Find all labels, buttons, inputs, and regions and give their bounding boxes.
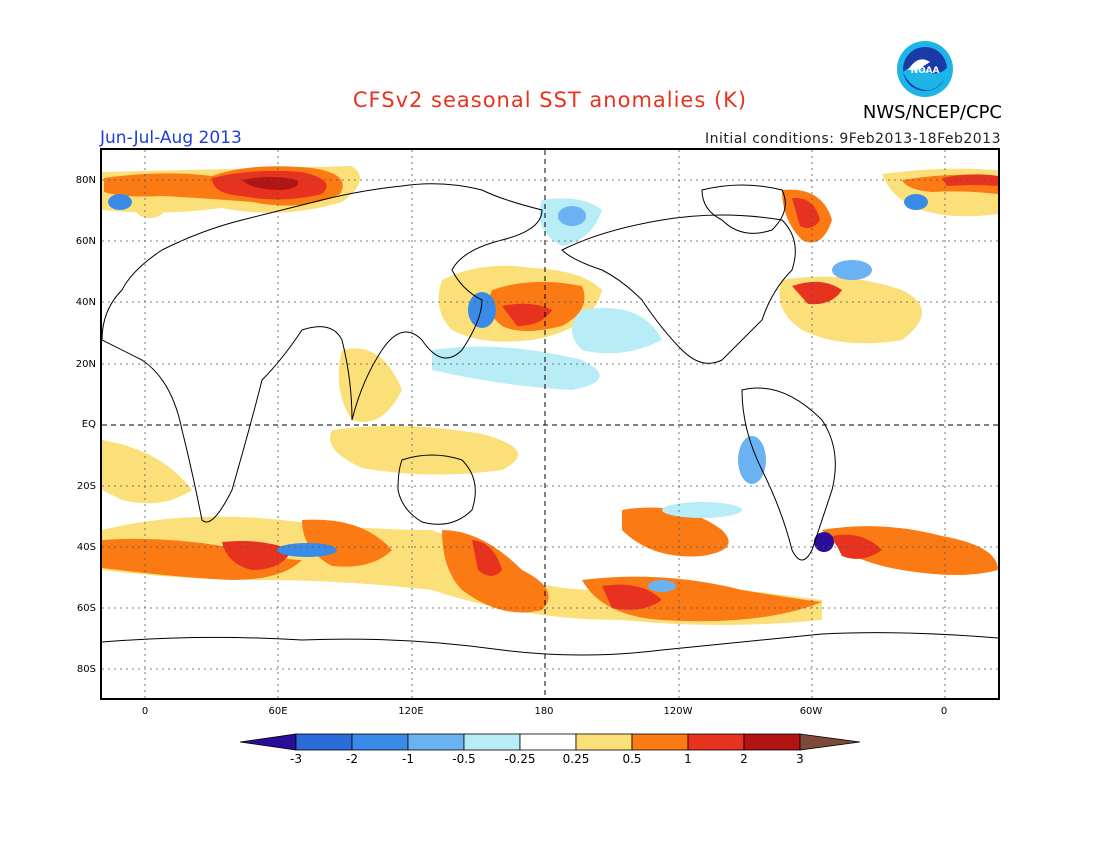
colorbar-swatch-0 <box>240 733 297 751</box>
colorbar-swatch-1 <box>295 733 353 751</box>
equator-dateline <box>102 150 998 698</box>
lon-label-180: 180 <box>534 706 554 717</box>
colorbar-label-3: 3 <box>796 752 804 766</box>
colorbar-label-neg0-25: -0.25 <box>504 752 536 766</box>
lat-label-40s: 40S <box>76 542 96 553</box>
lat-label-80n: 80N <box>75 175 96 186</box>
lat-label-60s: 60S <box>76 603 96 614</box>
agency-label: NWS/NCEP/CPC <box>862 102 1002 123</box>
lat-label-80s: 80S <box>76 664 96 675</box>
noaa-logo: NOAA <box>897 41 953 97</box>
colorbar-label-1: 1 <box>684 752 692 766</box>
lon-label-120e: 120E <box>398 706 424 717</box>
lat-label-60n: 60N <box>75 236 96 247</box>
colorbar-swatch-10 <box>799 733 860 751</box>
sst-anomaly-map <box>100 148 1000 700</box>
lon-label-0: 0 <box>141 706 149 717</box>
coastlines <box>102 183 998 656</box>
colorbar-label-neg2: -2 <box>346 752 358 766</box>
colorbar-label-neg0-5: -0.5 <box>452 752 476 766</box>
colorbar-swatch-2 <box>351 733 409 751</box>
colorbar-swatch-3 <box>407 733 465 751</box>
colorbar-swatch-6 <box>575 733 633 751</box>
lat-label-40n: 40N <box>75 297 96 308</box>
colorbar-swatch-8 <box>687 733 745 751</box>
map-canvas <box>102 150 998 698</box>
lat-label-20n: 20N <box>75 359 96 370</box>
colorbar-label-0-5: 0.5 <box>622 752 642 766</box>
anomaly-fields <box>102 166 998 625</box>
map-title: CFSv2 seasonal SST anomalies (K) <box>352 88 748 112</box>
initial-conditions-label: Initial conditions: 9Feb2013-18Feb2013 <box>705 131 1001 147</box>
colorbar-swatch-5 <box>519 733 577 751</box>
colorbar-swatch-9 <box>743 733 801 751</box>
colorbar-label-0-25: 0.25 <box>562 752 590 766</box>
svg-text:NOAA: NOAA <box>911 66 940 76</box>
colorbar <box>240 733 860 751</box>
lon-label-60w: 60W <box>799 706 823 717</box>
lon-label-0-right: 0 <box>940 706 948 717</box>
lat-label-20s: 20S <box>76 481 96 492</box>
lon-label-120w: 120W <box>663 706 693 717</box>
colorbar-label-neg1: -1 <box>402 752 414 766</box>
colorbar-swatch-7 <box>631 733 689 751</box>
lon-label-60e: 60E <box>268 706 288 717</box>
colorbar-label-2: 2 <box>740 752 748 766</box>
colorbar-swatch-4 <box>463 733 521 751</box>
colorbar-label-neg3: -3 <box>290 752 302 766</box>
season-label: Jun-Jul-Aug 2013 <box>100 128 242 148</box>
lat-label-eq: EQ <box>81 419 96 430</box>
graticule <box>102 150 998 698</box>
